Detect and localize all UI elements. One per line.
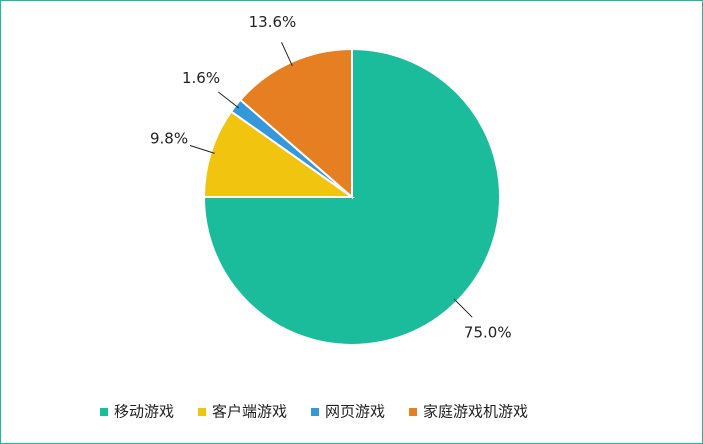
legend-label: 移动游戏	[114, 403, 174, 421]
data-label: 13.6%	[249, 13, 297, 31]
leader-line	[281, 42, 293, 67]
legend-label: 客户端游戏	[212, 403, 287, 421]
leader-line	[453, 298, 473, 318]
leader-line	[189, 145, 215, 154]
legend-swatch	[311, 408, 320, 416]
legend-swatch	[198, 408, 207, 416]
legend-label: 家庭游戏机游戏	[423, 403, 528, 421]
leader-line	[218, 91, 240, 109]
data-label: 1.6%	[182, 69, 220, 87]
legend-swatch	[409, 408, 418, 416]
legend-label: 网页游戏	[325, 403, 385, 421]
data-label: 9.8%	[150, 129, 188, 147]
data-label: 75.0%	[464, 323, 512, 341]
legend-swatch	[100, 408, 108, 416]
